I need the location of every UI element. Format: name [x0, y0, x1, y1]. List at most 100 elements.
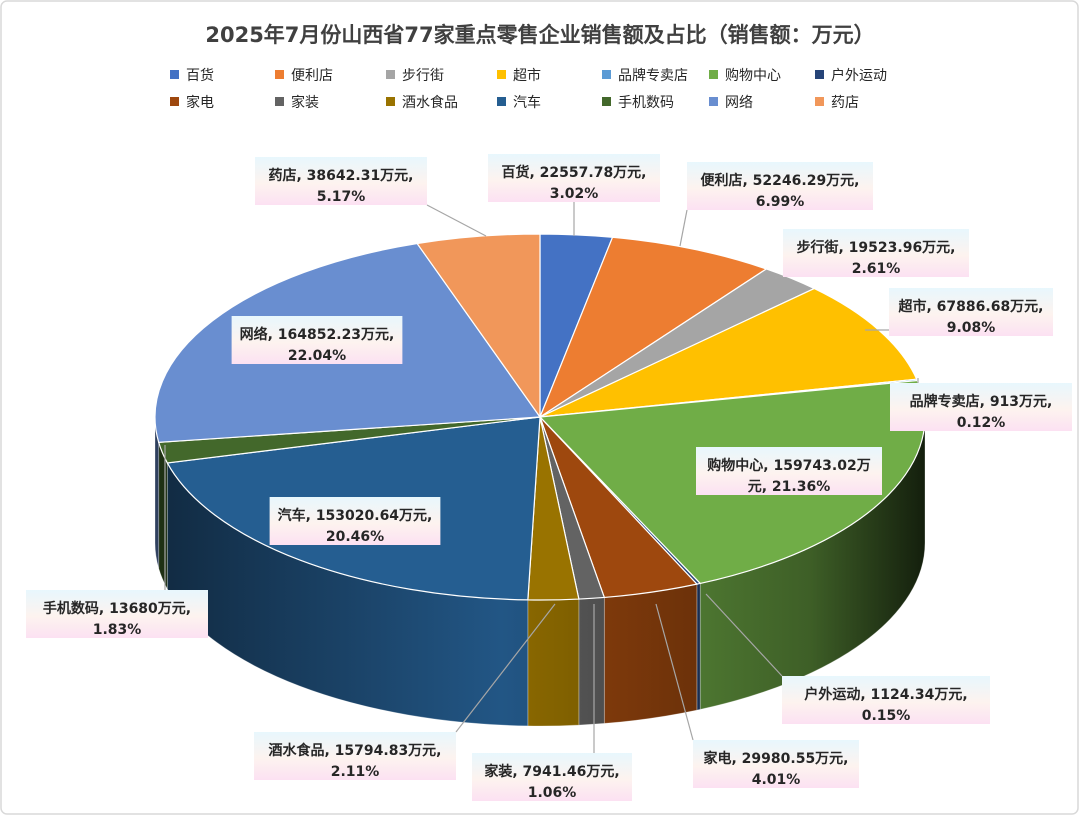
legend-label: 品牌专卖店 — [618, 67, 688, 84]
data-label-text: 2.11% — [331, 764, 380, 780]
data-label-text: 家装, 7941.46万元, — [484, 763, 619, 780]
data-label: 户外运动, 1124.34万元, 0.15% — [782, 676, 990, 724]
data-label-text: 超市, 67886.68万元, — [897, 298, 1043, 315]
data-label-box — [269, 497, 441, 545]
legend-label: 家电 — [186, 94, 214, 111]
data-label: 药店, 38642.31万元, 5.17% — [255, 157, 427, 205]
data-label: 品牌专卖店, 913万元, 0.12% — [890, 383, 1072, 431]
legend-item: 步行街 — [386, 68, 444, 84]
legend-swatch — [170, 70, 179, 79]
legend-swatch — [709, 70, 718, 79]
legend-label: 酒水食品 — [402, 94, 458, 111]
data-label-text: 5.17% — [317, 189, 366, 205]
data-label-box — [782, 676, 990, 724]
legend-swatch — [815, 97, 824, 106]
legend-label: 百货 — [186, 67, 214, 84]
legend-item: 户外运动 — [815, 67, 887, 84]
leader-line — [705, 593, 783, 677]
legend-item: 百货 — [170, 67, 214, 84]
data-label-box — [693, 740, 859, 788]
pie-sides — [154, 416, 926, 727]
legend-item: 便利店 — [275, 68, 333, 84]
legend-swatch — [170, 97, 179, 106]
data-label-text: 酒水食品, 15794.83万元, — [268, 742, 441, 759]
legend-swatch — [386, 70, 395, 79]
data-label-box — [472, 753, 632, 801]
data-label-text: 4.01% — [752, 772, 801, 788]
data-label: 家装, 7941.46万元, 1.06% — [472, 753, 632, 801]
legend-swatch — [275, 97, 284, 106]
legend-label: 户外运动 — [831, 67, 887, 84]
data-label-box — [26, 590, 208, 638]
legend-swatch — [497, 97, 506, 106]
data-label-text: 便利店, 52246.29万元, — [700, 172, 859, 189]
legend-label: 家装 — [291, 94, 319, 111]
data-label-box — [254, 732, 456, 780]
pie-slice — [416, 233, 541, 419]
data-label-text: 3.02% — [550, 186, 599, 202]
data-label-text: 元, 21.36% — [748, 479, 831, 495]
data-label-text: 手机数码, 13680万元, — [43, 600, 191, 617]
data-label-box — [231, 316, 403, 364]
legend-swatch — [815, 70, 824, 79]
legend-item: 家装 — [275, 94, 319, 111]
legend-label: 购物中心 — [725, 68, 781, 84]
legend-item: 汽车 — [497, 94, 541, 111]
data-label-text: 0.12% — [957, 415, 1006, 431]
data-label-text: 1.83% — [93, 622, 142, 638]
legend-item: 品牌专卖店 — [602, 67, 688, 84]
data-label-text: 品牌专卖店, 913万元, — [910, 393, 1053, 410]
data-label: 便利店, 52246.29万元, 6.99% — [687, 162, 873, 210]
data-label-text: 购物中心, 159743.02万 — [707, 457, 870, 474]
legend-label: 步行街 — [402, 68, 444, 84]
data-label-text: 20.46% — [326, 529, 384, 545]
leader-line — [774, 276, 784, 279]
legend-swatch — [275, 70, 284, 79]
data-label: 步行街, 19523.96万元, 2.61% — [783, 229, 969, 277]
data-label-box — [889, 288, 1053, 336]
data-label: 网络, 164852.23万元, 22.04% — [231, 316, 403, 364]
legend-label: 药店 — [831, 95, 859, 111]
legend-item: 购物中心 — [709, 68, 781, 84]
leader-line — [455, 603, 556, 733]
legend-swatch — [602, 97, 611, 106]
data-label-box — [783, 229, 969, 277]
data-label-text: 药店, 38642.31万元, — [268, 167, 413, 184]
data-label-box — [890, 383, 1072, 431]
legend-item: 手机数码 — [602, 95, 674, 111]
data-label: 百货, 22557.78万元, 3.02% — [488, 154, 660, 202]
legend-swatch — [709, 97, 718, 106]
data-label-text: 汽车, 153020.64万元, — [278, 507, 433, 524]
data-label-text: 百货, 22557.78万元, — [501, 164, 646, 181]
data-label-text: 0.15% — [862, 708, 911, 724]
leader-line — [679, 209, 688, 247]
legend-label: 汽车 — [513, 94, 541, 111]
legend-swatch — [497, 70, 506, 79]
legend-item: 药店 — [815, 95, 859, 111]
data-label-text: 步行街, 19523.96万元, — [796, 239, 955, 256]
pie-slice-side — [578, 596, 605, 726]
data-label-box — [687, 162, 873, 210]
leader-line — [426, 204, 487, 237]
legend-label: 超市 — [513, 67, 541, 84]
legend-item: 超市 — [497, 67, 541, 84]
data-label-box — [255, 157, 427, 205]
data-label: 手机数码, 13680万元, 1.83% — [26, 590, 208, 638]
data-label-box — [488, 154, 660, 202]
legend-label: 便利店 — [291, 68, 333, 84]
legend-item: 酒水食品 — [386, 94, 458, 111]
data-label-text: 1.06% — [528, 785, 577, 801]
data-label-text: 22.04% — [288, 348, 346, 364]
data-label-text: 9.08% — [947, 320, 996, 336]
data-label-text: 网络, 164852.23万元, — [240, 326, 395, 343]
data-labels: 百货, 22557.78万元, 3.02% 便利店, 52246.29万元, 6.99… — [26, 154, 1072, 801]
pie-slices — [154, 233, 926, 601]
data-label-text: 家电, 29980.55万元, — [703, 750, 848, 767]
data-label-box — [696, 447, 882, 495]
data-label: 酒水食品, 15794.83万元, 2.11% — [254, 732, 456, 780]
data-label: 家电, 29980.55万元, 4.01% — [693, 740, 859, 788]
legend-item: 网络 — [709, 95, 753, 111]
